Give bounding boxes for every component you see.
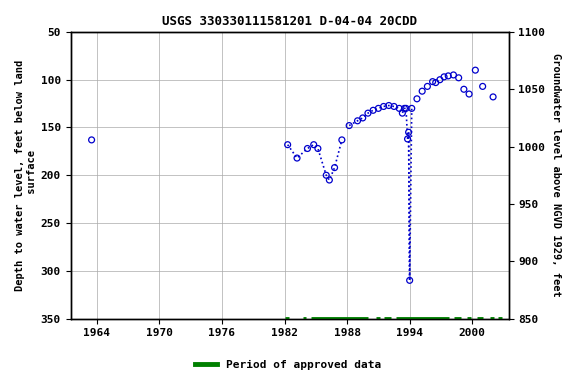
Point: [398, 110, 407, 116]
Point: [87, 137, 96, 143]
Point: [374, 105, 383, 111]
Point: [431, 79, 440, 86]
Point: [309, 142, 319, 148]
Point: [363, 110, 373, 116]
Point: [389, 103, 399, 109]
Point: [303, 146, 312, 152]
Y-axis label: Groundwater level above NGVD 1929, feet: Groundwater level above NGVD 1929, feet: [551, 53, 561, 297]
Point: [330, 164, 339, 170]
Point: [325, 177, 334, 183]
Point: [418, 88, 427, 94]
Point: [412, 96, 422, 102]
Point: [395, 105, 404, 111]
Point: [344, 122, 354, 129]
Y-axis label: Depth to water level, feet below land
 surface: Depth to water level, feet below land su…: [15, 60, 37, 291]
Point: [488, 94, 498, 100]
Point: [435, 77, 445, 83]
Point: [454, 75, 463, 81]
Point: [407, 105, 416, 111]
Legend: Period of approved data: Period of approved data: [191, 356, 385, 375]
Point: [400, 105, 409, 111]
Point: [321, 172, 331, 178]
Point: [403, 136, 412, 142]
Point: [313, 146, 323, 152]
Title: USGS 330330111581201 D-04-04 20CDD: USGS 330330111581201 D-04-04 20CDD: [162, 15, 417, 28]
Point: [283, 142, 292, 148]
Point: [384, 103, 393, 109]
Point: [439, 74, 449, 80]
Point: [353, 118, 362, 124]
Point: [423, 83, 432, 89]
Point: [293, 155, 302, 161]
Point: [464, 91, 473, 97]
Point: [405, 277, 414, 283]
Point: [401, 105, 411, 111]
Point: [478, 83, 487, 89]
Point: [449, 72, 458, 78]
Point: [404, 129, 413, 135]
Point: [444, 73, 453, 79]
Point: [379, 103, 388, 109]
Point: [428, 79, 437, 85]
Point: [338, 137, 347, 143]
Point: [358, 115, 367, 121]
Point: [471, 67, 480, 73]
Point: [459, 86, 468, 92]
Point: [369, 107, 378, 113]
